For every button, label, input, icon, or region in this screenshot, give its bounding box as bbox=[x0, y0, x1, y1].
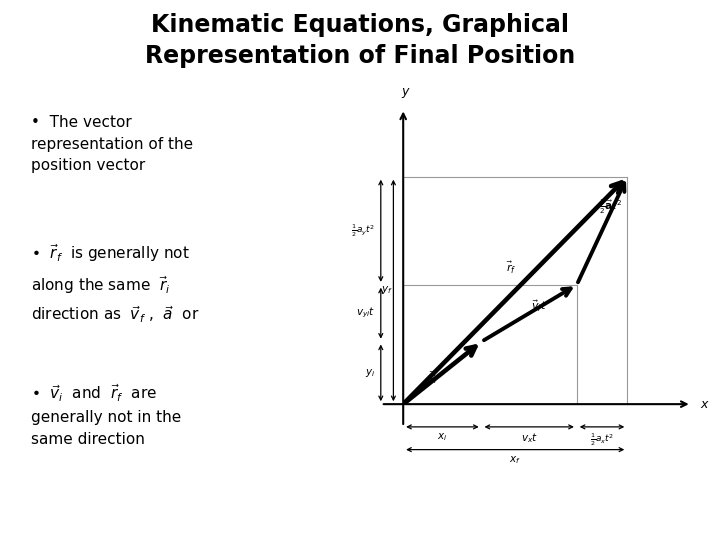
Text: $v_{x}t$: $v_{x}t$ bbox=[521, 431, 538, 445]
Text: $x_f$: $x_f$ bbox=[509, 454, 521, 465]
Text: Kinematic Equations, Graphical
Representation of Final Position: Kinematic Equations, Graphical Represent… bbox=[145, 13, 575, 68]
Text: •  The vector
representation of the
position vector: • The vector representation of the posit… bbox=[31, 115, 193, 173]
Text: •  $\vec{r}_f$  is generally not
along the same  $\vec{r}_i$
direction as  $\vec: • $\vec{r}_f$ is generally not along the… bbox=[31, 242, 199, 325]
Text: $x_i$: $x_i$ bbox=[437, 431, 448, 443]
Text: $\vec{r}_f$: $\vec{r}_f$ bbox=[505, 259, 516, 276]
Text: $v_{yi}t$: $v_{yi}t$ bbox=[356, 306, 375, 320]
Text: $y_i$: $y_i$ bbox=[365, 367, 375, 379]
Text: b: b bbox=[340, 489, 348, 498]
Text: •  $\vec{v}_i$  and  $\vec{r}_f$  are
generally not in the
same direction: • $\vec{v}_i$ and $\vec{r}_f$ are genera… bbox=[31, 382, 181, 447]
Text: $\vec{v}_i t$: $\vec{v}_i t$ bbox=[531, 299, 547, 314]
Text: $y$: $y$ bbox=[401, 86, 411, 100]
Text: $\frac{1}{2}a_y t^2$: $\frac{1}{2}a_y t^2$ bbox=[351, 222, 375, 239]
Text: $x$: $x$ bbox=[700, 397, 710, 410]
Text: $\frac{1}{2}\vec{\mathbf{a}}t^2$: $\frac{1}{2}\vec{\mathbf{a}}t^2$ bbox=[600, 198, 623, 216]
Text: $y_f$: $y_f$ bbox=[381, 285, 392, 296]
Text: $\vec{r}_i$: $\vec{r}_i$ bbox=[428, 369, 437, 386]
Text: $\frac{1}{2}a_x t^2$: $\frac{1}{2}a_x t^2$ bbox=[590, 431, 614, 448]
